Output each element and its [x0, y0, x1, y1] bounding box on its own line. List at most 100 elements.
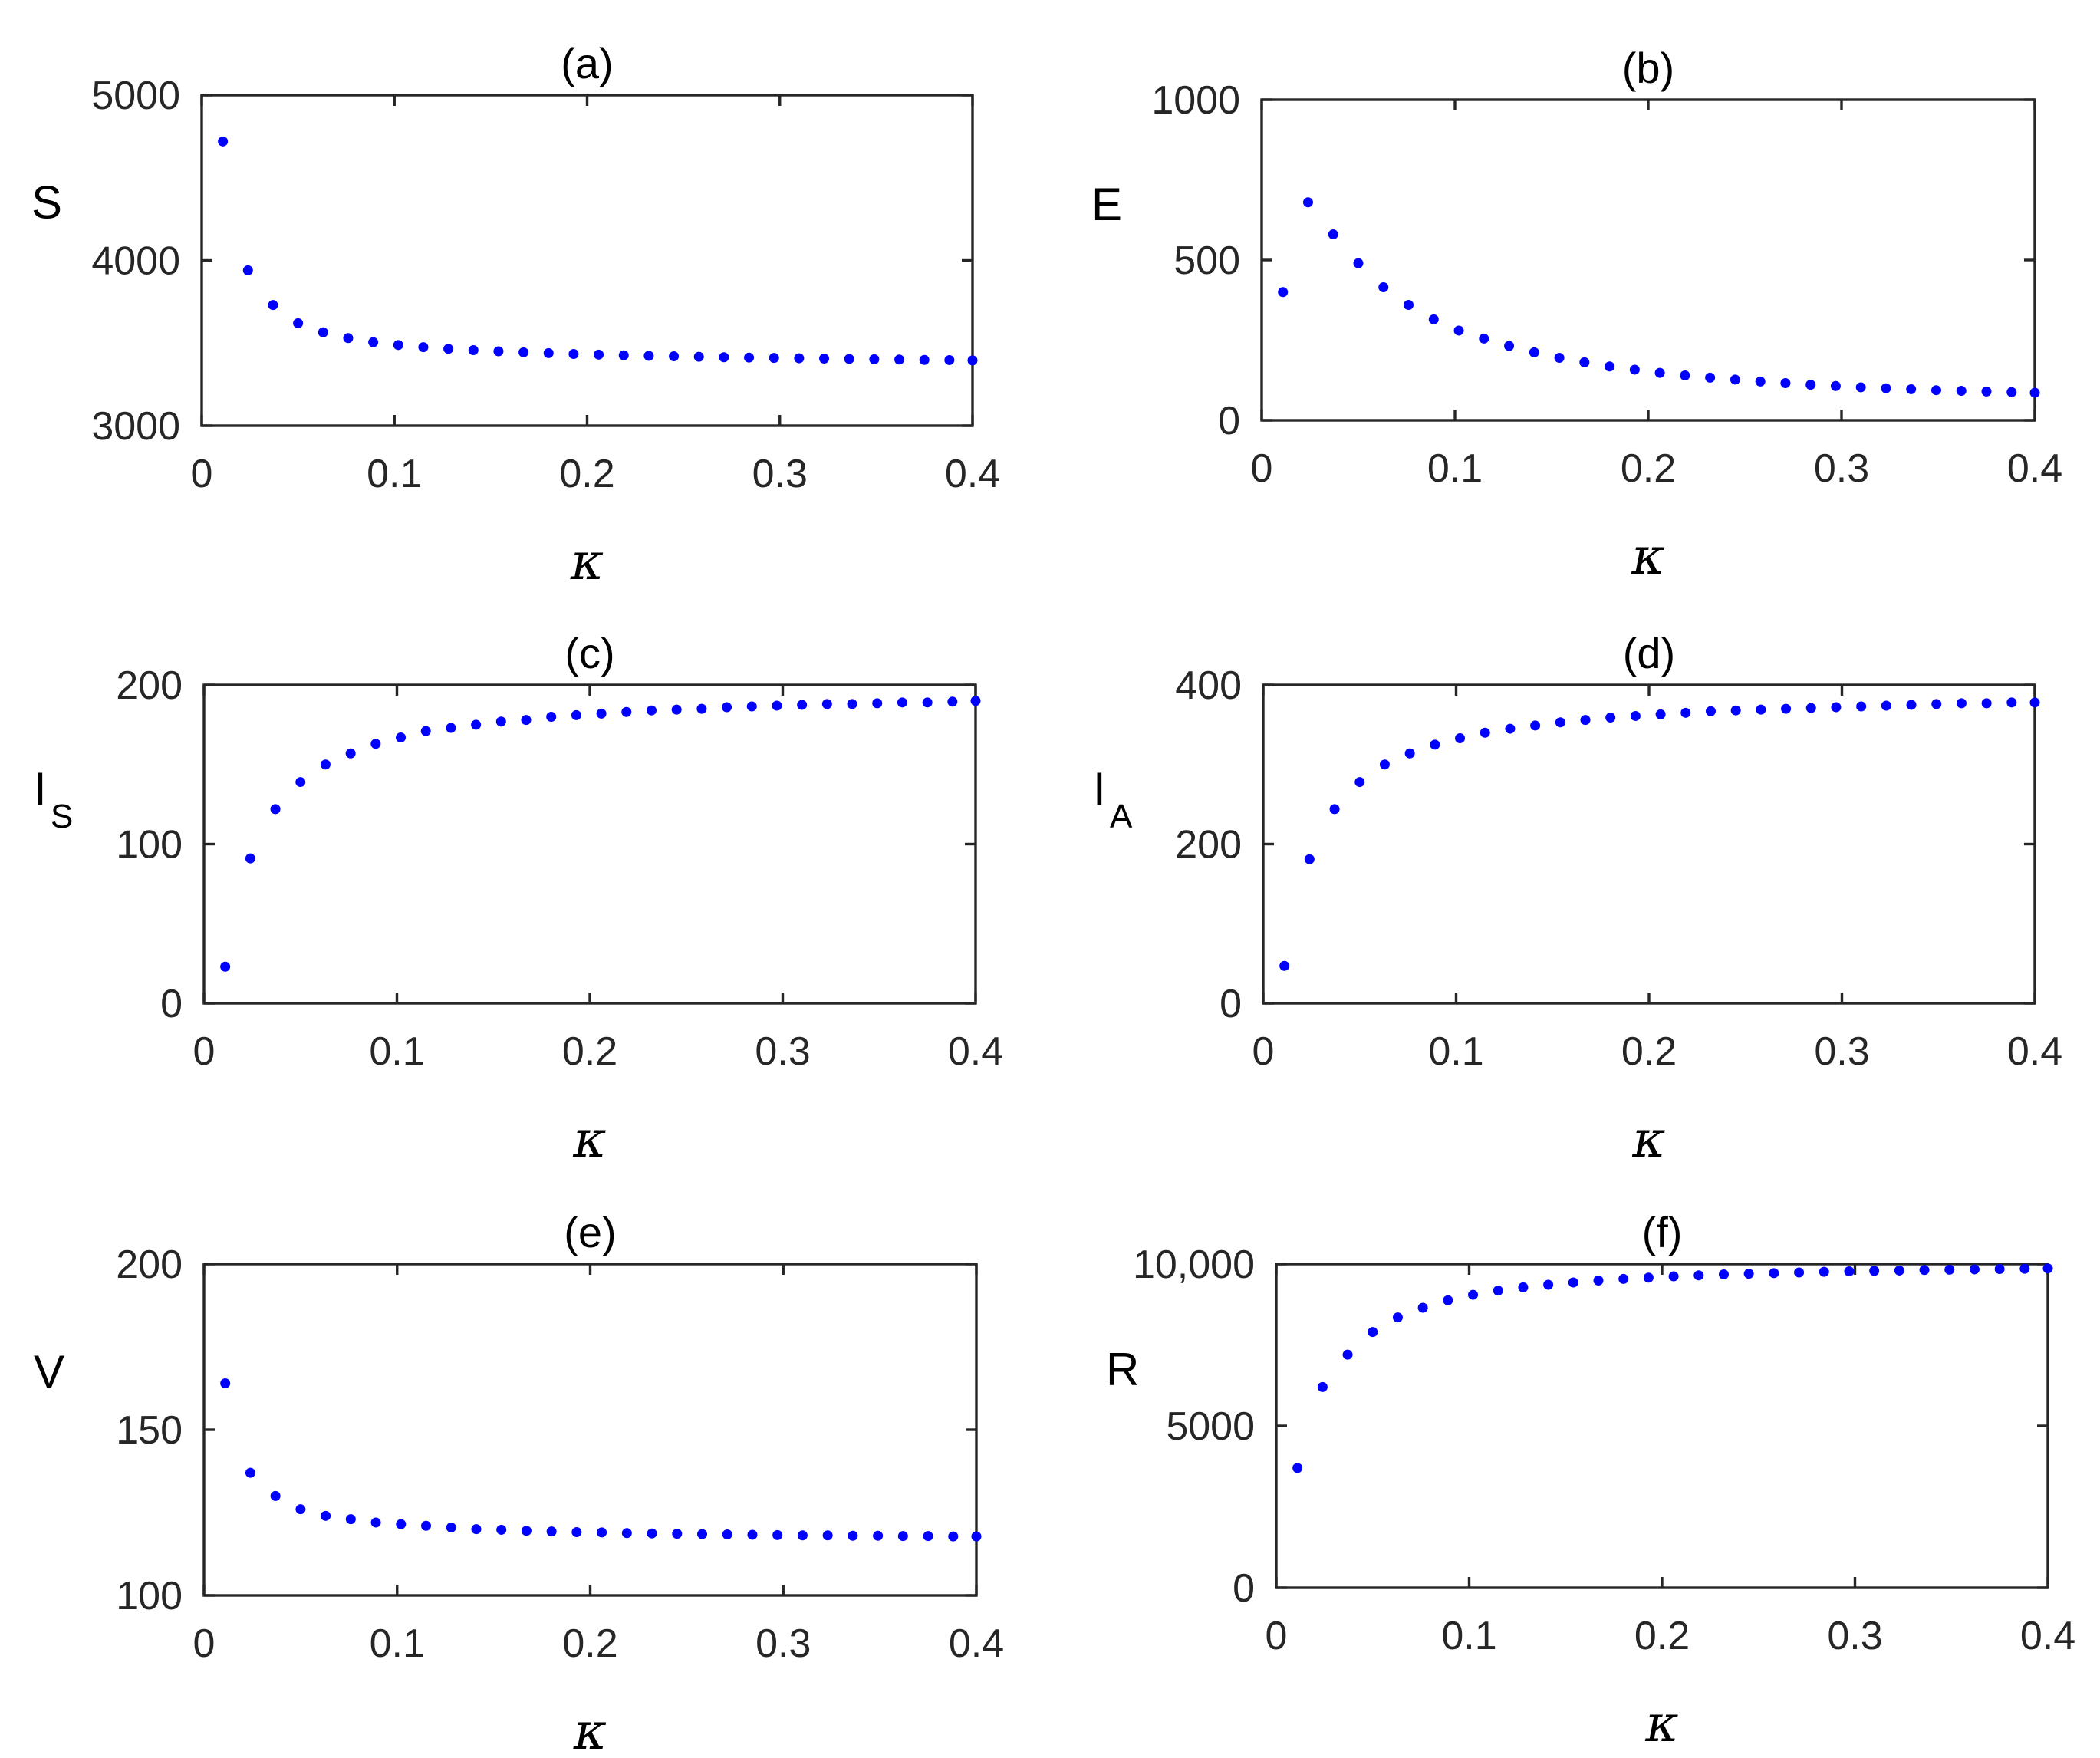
data-point: [1455, 733, 1466, 744]
data-point: [370, 739, 381, 749]
data-point: [1855, 382, 1866, 393]
x-tick-label: 0: [1252, 1029, 1275, 1074]
data-point: [420, 726, 431, 736]
data-point: [368, 337, 379, 347]
data-point: [947, 696, 958, 707]
data-point: [2029, 387, 2040, 398]
data-point: [1479, 333, 1489, 344]
data-point: [493, 346, 504, 357]
data-point: [1453, 325, 1464, 336]
data-point: [446, 1522, 456, 1532]
data-point: [1378, 282, 1389, 293]
x-tick-label: 0.4: [945, 452, 1000, 496]
data-point: [597, 1527, 607, 1538]
data-point: [446, 723, 456, 733]
y-tick-label: 5000: [1166, 1404, 1255, 1449]
y-tick-label: 0: [160, 982, 183, 1026]
data-point: [1317, 1381, 1328, 1392]
y-tick-label: 400: [1175, 663, 1242, 708]
data-point: [844, 354, 854, 364]
axes-box: [1260, 98, 2036, 422]
panel-c: 0 0.1 0.2 0.3 0.4 0 100 200 (c) ISκ: [34, 629, 1003, 1169]
data-point: [618, 350, 629, 360]
data-point: [1529, 347, 1539, 357]
x-tick-label: 0.1: [1427, 446, 1483, 491]
data-point: [1292, 1463, 1303, 1473]
data-point: [1353, 258, 1364, 268]
y-tick-label: 10,000: [1133, 1243, 1255, 1287]
x-tick-label: 0.1: [370, 1621, 425, 1666]
x-tick-label: 0: [193, 1621, 216, 1666]
data-point: [1278, 287, 1289, 298]
data-point: [1881, 383, 1891, 393]
data-point: [1554, 352, 1565, 363]
x-axis-label: κ: [1631, 1110, 1665, 1169]
panel-title: (b): [1622, 44, 1674, 92]
y-tick-label: 100: [116, 823, 183, 867]
data-point: [1718, 1269, 1729, 1280]
data-point: [594, 349, 604, 360]
data-point: [772, 700, 782, 711]
data-point: [1705, 706, 1716, 716]
data-point: [847, 699, 857, 709]
data-point: [747, 1529, 758, 1540]
x-tick-label: 0.2: [562, 1621, 617, 1666]
data-point: [1329, 804, 1340, 815]
data-point: [821, 699, 832, 709]
y-axis-label: I: [1093, 763, 1106, 815]
data-point: [819, 354, 830, 364]
data-point: [1580, 715, 1591, 726]
x-tick-label: 0.4: [948, 1029, 1003, 1074]
data-point: [1693, 1270, 1704, 1281]
data-point: [242, 265, 253, 275]
data-point: [1944, 1264, 1955, 1275]
data-point: [1981, 698, 1992, 709]
x-tick-label: 0.2: [1634, 1614, 1690, 1658]
data-point: [1302, 197, 1313, 208]
panel-e: 0 0.1 0.2 0.3 0.4 100 150 200 (e) Vκ: [34, 1208, 1004, 1758]
x-tick-label: 0.3: [1827, 1614, 1882, 1658]
y-tick-label: 5000: [91, 74, 180, 118]
data-point: [518, 347, 529, 357]
data-point: [1743, 1269, 1754, 1279]
data-point: [944, 354, 955, 365]
axes-box: [1262, 683, 2036, 1005]
data-point: [2019, 1263, 2030, 1274]
data-point: [270, 804, 281, 815]
panel-d: 0 0.1 0.2 0.3 0.4 0 200 400 (d) IAκ: [1093, 629, 2062, 1169]
y-axis-label: E: [1091, 179, 1122, 230]
data-point: [471, 719, 482, 730]
data-point: [1379, 759, 1390, 770]
data-point: [245, 853, 255, 864]
y-tick-label: 200: [1175, 823, 1242, 867]
data-point: [897, 697, 907, 708]
data-point: [1618, 1273, 1629, 1284]
data-point: [1392, 1312, 1403, 1323]
data-point: [393, 340, 403, 351]
data-point: [772, 1529, 783, 1540]
panel-title: (d): [1623, 629, 1675, 677]
data-point: [1504, 341, 1515, 351]
panel-a: 0 0.1 0.2 0.3 0.4 3000 4000 5000 (a) Sκ: [31, 39, 1000, 591]
data-point: [320, 759, 331, 770]
data-point: [418, 342, 429, 353]
data-point: [621, 706, 632, 717]
data-point: [1794, 1267, 1805, 1278]
data-point: [220, 1378, 231, 1389]
axes-box: [1275, 1263, 2049, 1589]
data-point: [396, 1519, 407, 1529]
data-point: [797, 1530, 808, 1541]
data-point: [1404, 748, 1415, 759]
data-point: [1568, 1277, 1578, 1288]
data-point: [1279, 960, 1290, 971]
data-point: [1730, 705, 1741, 716]
x-axis-label: κ: [570, 532, 604, 591]
data-point: [293, 318, 304, 328]
data-point: [321, 1510, 331, 1521]
x-axis-label: κ: [1644, 1694, 1678, 1753]
data-point: [2042, 1263, 2053, 1274]
data-point: [1781, 703, 1792, 714]
x-tick-label: 0.4: [2020, 1614, 2075, 1658]
data-point: [621, 1528, 632, 1539]
data-point: [948, 1531, 959, 1542]
